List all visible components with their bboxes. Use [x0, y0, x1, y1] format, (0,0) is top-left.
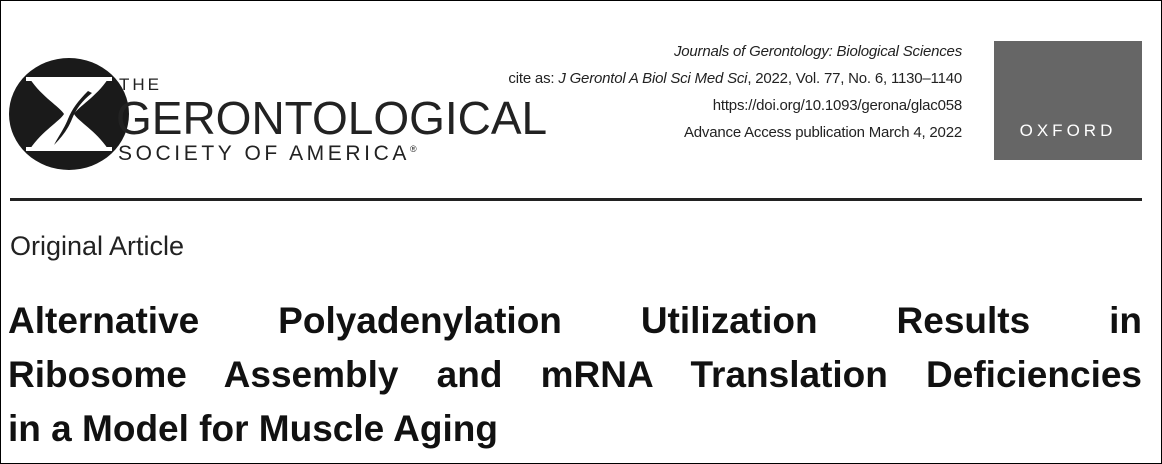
title-line: in a Model for Muscle Aging: [8, 408, 498, 449]
logo-text-the: THE: [119, 75, 162, 94]
oxford-logo: OXFORD: [994, 41, 1142, 160]
logo-text-society: SOCIETY OF AMERICA®: [118, 143, 417, 164]
logo-text-society-label: SOCIETY OF AMERICA: [118, 142, 410, 165]
header-divider: [10, 198, 1142, 201]
journal-name: Journals of Gerontology: Biological Scie…: [673, 43, 962, 60]
cite-details: , 2022, Vol. 77, No. 6, 1130–1140: [747, 70, 962, 87]
registered-mark: ®: [409, 144, 417, 154]
title-line: Alternative Polyadenylation Utilization …: [8, 300, 1142, 341]
article-type: Original Article: [10, 231, 185, 261]
hourglass-logo-icon: [9, 58, 129, 170]
citation-block: Journals of Gerontology: Biological Scie…: [508, 38, 962, 146]
doi-link[interactable]: https://doi.org/10.1093/gerona/glac058: [712, 97, 962, 114]
logo-text-gerontological: GERONTOLOGICAL: [116, 92, 548, 144]
oxford-logo-text: OXFORD: [1019, 121, 1117, 140]
cite-line: cite as: J Gerontol A Biol Sci Med Sci, …: [508, 65, 962, 92]
title-line: Ribosome Assembly and mRNA Translation D…: [8, 354, 1142, 395]
cite-prefix: cite as:: [508, 70, 559, 87]
cite-journal: J Gerontol A Biol Sci Med Sci: [558, 70, 748, 87]
article-title: Alternative Polyadenylation Utilization …: [8, 294, 1142, 456]
advance-access: Advance Access publication March 4, 2022: [683, 124, 962, 141]
